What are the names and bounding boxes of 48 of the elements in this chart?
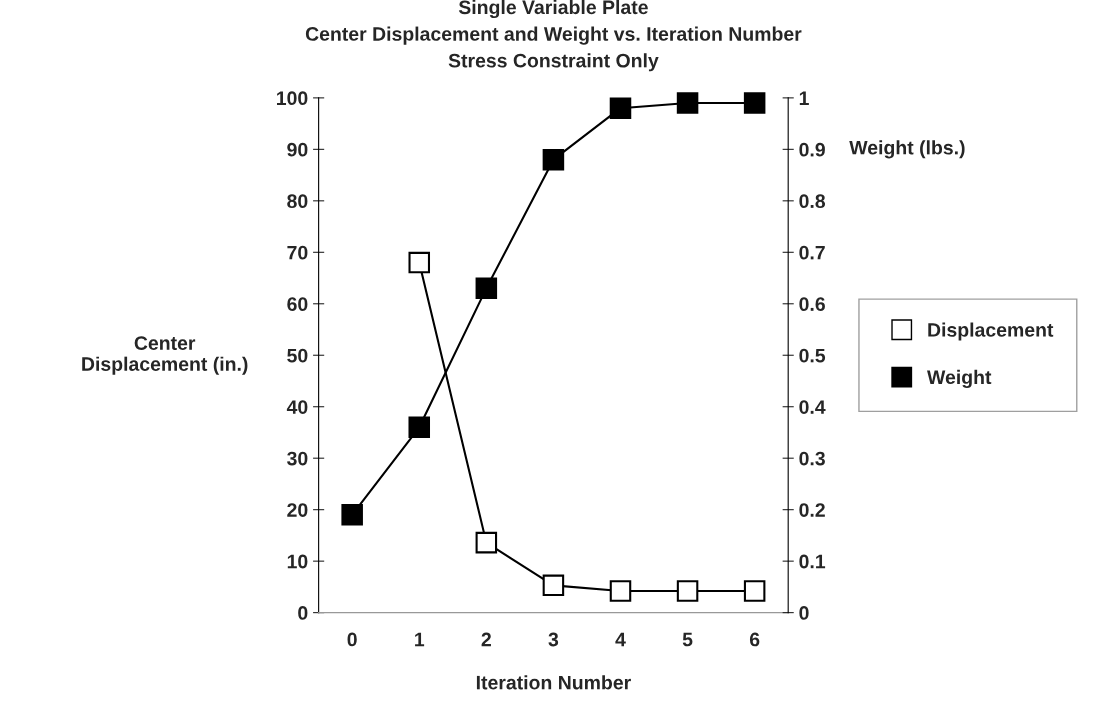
point [542, 148, 565, 171]
chart-title: Single Variable Plate Center Displacement and Weight vs. Iteration Number Stress Constraint Only [305, 0, 802, 72]
y2-tick-label: 0.9 [799, 142, 825, 157]
y-axis-title: Center Displacement (in.) [82, 336, 248, 375]
point [609, 580, 632, 602]
legend-label: Weight [927, 369, 992, 388]
x-tick-label: 4 [615, 632, 626, 647]
y-tick-label: 30 [287, 451, 308, 466]
x-tick-label: 0 [347, 632, 357, 647]
point [341, 504, 363, 526]
y2-tick-label: 0.2 [799, 503, 825, 517]
y2-tick-label: 0.5 [799, 348, 826, 363]
point [475, 277, 498, 300]
y2-tick-label: 1 [799, 91, 809, 105]
x-tick-label: 2 [481, 632, 491, 647]
y-tick-label: 50 [287, 348, 308, 363]
y-tick-label: 40 [286, 400, 308, 414]
point [676, 580, 699, 602]
x-tick-label: 6 [749, 632, 760, 647]
x-axis-title: Iteration Number [476, 675, 631, 690]
y-tick-label: 90 [287, 142, 308, 157]
point [743, 580, 766, 602]
point [542, 574, 565, 597]
y-tick-label: 20 [287, 503, 308, 517]
legend-label: Displacement [928, 322, 1054, 341]
y2-tick-label: 0.7 [799, 245, 825, 260]
y2-tick-label: 0.3 [799, 451, 825, 466]
point [609, 97, 632, 119]
y-tick-label: 100 [277, 91, 308, 106]
point [475, 531, 498, 554]
point [676, 92, 699, 114]
point [408, 416, 431, 439]
y-tick-label: 0 [298, 606, 308, 620]
y2-axis-title: Weight (lbs.) [849, 140, 965, 159]
y2-tick-label: 0.6 [799, 297, 825, 312]
y-tick-label: 60 [287, 297, 308, 312]
y2-tick-label: 0.4 [799, 400, 826, 414]
y2-tick-label: 0.1 [799, 554, 826, 569]
x-tick-label: 1 [415, 632, 425, 647]
y2-tick-label: 0.8 [799, 194, 826, 209]
point [743, 92, 766, 114]
y-tick-label: 10 [287, 554, 308, 569]
y-tick-label: 80 [287, 194, 308, 209]
x-tick-label: 3 [548, 632, 559, 647]
y-tick-label: 70 [287, 245, 308, 260]
x-tick-label: 5 [682, 632, 693, 647]
point [408, 251, 431, 274]
y2-tick-label: 0 [799, 606, 809, 620]
